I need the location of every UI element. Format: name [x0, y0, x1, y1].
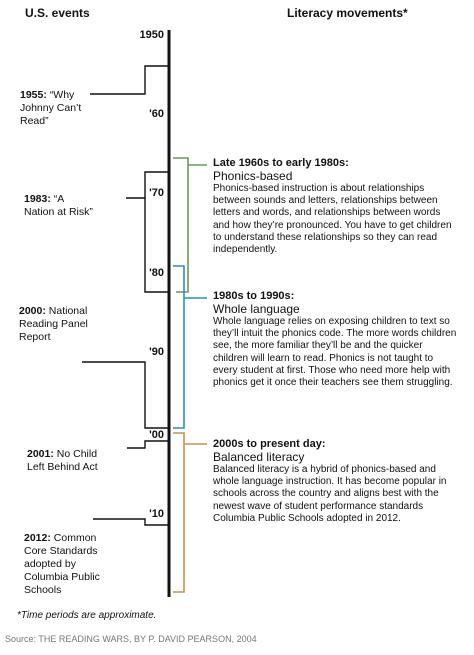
movement-name: Balanced literacy — [213, 450, 305, 464]
bracket-balanced — [173, 432, 185, 593]
event-1955: 1955: “Why Johnny Can’t Read” — [20, 89, 82, 127]
event-connector-1983 — [126, 171, 168, 199]
decade-label: '90 — [149, 346, 164, 358]
event-2000: 2000: National Reading Panel Report — [19, 305, 88, 343]
event-1983: 1983: “A Nation at Risk” — [24, 193, 93, 218]
bracket-whole-language — [173, 265, 185, 429]
movement-whole-language: 1980s to 1990s: Whole language Whole lan… — [213, 290, 458, 389]
event-connector-1983-drop — [144, 198, 168, 293]
header-us-events: U.S. events — [25, 6, 90, 20]
movement-description: Whole language relies on exposing childr… — [213, 316, 457, 389]
header-literacy-movements: Literacy movements* — [287, 6, 408, 20]
bracket-phonics — [173, 157, 189, 293]
decade-label: 1950 — [139, 29, 164, 41]
source-credit: Source: THE READING WARS, BY P. DAVID PE… — [5, 634, 257, 644]
footnote: *Time periods are approximate. — [17, 610, 157, 621]
decade-label: '10 — [149, 508, 164, 520]
decade-label: '70 — [149, 187, 164, 199]
movement-description: Phonics-based instruction is about relat… — [213, 183, 452, 256]
event-connector-2000 — [82, 361, 168, 429]
decade-label: '00 — [149, 429, 164, 441]
event-connector-2001 — [127, 440, 168, 449]
event-2001: 2001: No Child Left Behind Act — [27, 448, 98, 473]
decade-label: '60 — [149, 108, 164, 120]
movement-balanced-literacy: 2000s to present day: Balanced literacy … — [213, 438, 458, 525]
decade-label: '80 — [149, 267, 164, 279]
movement-name: Phonics-based — [213, 169, 293, 183]
movement-period: 1980s to 1990s: — [213, 290, 295, 302]
movement-description: Balanced literacy is a hybrid of phonics… — [213, 464, 447, 524]
event-connector-2012 — [93, 518, 168, 526]
movement-name: Whole language — [213, 302, 300, 316]
movement-period: 2000s to present day: — [213, 438, 326, 450]
event-2012: 2012: Common Core Standards adopted by C… — [24, 532, 100, 596]
movement-phonics: Late 1960s to early 1980s: Phonics-based… — [213, 157, 458, 256]
movement-period: Late 1960s to early 1980s: — [213, 157, 349, 169]
event-connector-1955 — [90, 65, 168, 95]
